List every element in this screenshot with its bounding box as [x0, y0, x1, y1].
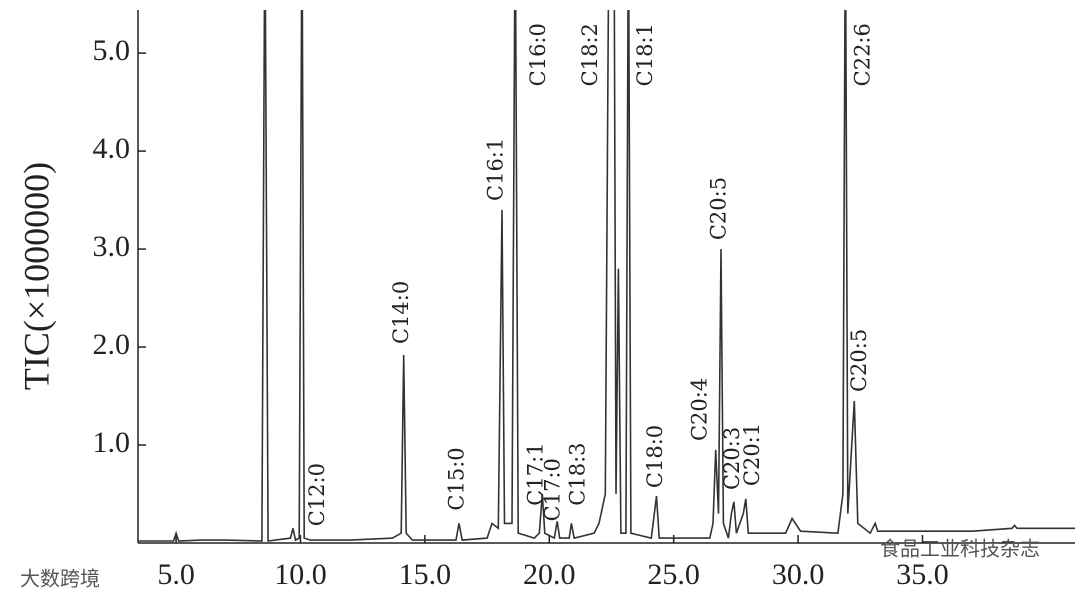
x-tick-label: 30.0: [772, 558, 825, 591]
x-tick-label: 20.0: [523, 558, 576, 591]
y-axis-label: TIC(×1000000): [16, 162, 56, 390]
peak-label: C17:0: [541, 458, 565, 521]
peak-label: C18:0: [643, 425, 667, 488]
peak-label: C20:5: [847, 329, 871, 392]
peak-label: C20:3: [720, 427, 744, 490]
peak-label: C14:0: [389, 281, 413, 344]
y-tick-label: 4.0: [93, 132, 131, 165]
peak-label: C18:3: [566, 442, 590, 505]
watermark: 食品工业科技杂志: [880, 537, 1040, 561]
peak-label: C16:0: [526, 23, 550, 86]
peak-label: C20:5: [706, 177, 730, 240]
peak-label: C12:0: [305, 463, 329, 526]
chromatogram-line: [138, 10, 1075, 542]
x-tick-label: 25.0: [647, 558, 700, 591]
x-tick-label: 15.0: [399, 558, 452, 591]
watermark: 大数跨境: [20, 567, 100, 591]
peak-label: C17:1: [523, 442, 547, 505]
peak-label: C18:1: [633, 23, 657, 86]
x-tick-label: 35.0: [896, 558, 949, 591]
peak-label: C16:1: [484, 138, 508, 201]
peak-label: C22:6: [851, 23, 875, 86]
peak-label: C15:0: [444, 447, 468, 510]
peak-label: C20:1: [740, 423, 764, 486]
x-tick-label: 5.0: [157, 558, 195, 591]
y-tick-label: 5.0: [93, 34, 131, 67]
y-tick-label: 3.0: [93, 230, 131, 263]
y-tick-label: 1.0: [93, 426, 131, 459]
x-tick-label: 10.0: [274, 558, 327, 591]
y-tick-label: 2.0: [93, 328, 131, 361]
peak-label: C20:4: [688, 378, 712, 441]
peak-label: C18:2: [578, 23, 602, 86]
